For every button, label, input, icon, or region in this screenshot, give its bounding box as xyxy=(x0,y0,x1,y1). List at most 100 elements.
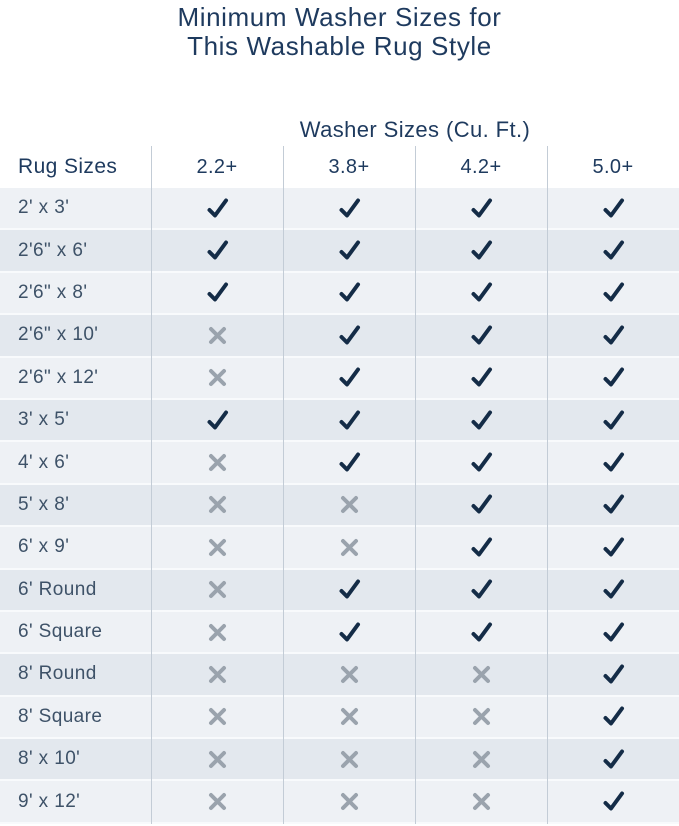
check-icon xyxy=(603,198,624,218)
cross-icon xyxy=(340,538,358,556)
column-header-4-2: 4.2+ xyxy=(460,155,502,178)
washer-fit-cell xyxy=(415,781,547,821)
check-icon xyxy=(207,410,228,430)
washer-fit-cell xyxy=(415,315,547,355)
table-row: 2'6" x 10' xyxy=(0,315,679,358)
check-icon xyxy=(603,452,624,472)
table-row: 2' x 3' xyxy=(0,188,679,231)
washer-fit-cell xyxy=(547,188,679,228)
cross-icon xyxy=(472,708,490,726)
table-row: 8' Square xyxy=(0,696,679,740)
column-separator xyxy=(151,146,152,824)
washer-fit-cell xyxy=(283,781,415,821)
washer-fit-cell xyxy=(415,612,547,652)
rug-size-label: 5' x 8' xyxy=(18,493,70,515)
check-icon xyxy=(603,240,624,260)
washer-fit-cell xyxy=(283,612,415,652)
table-row: 3' x 5' xyxy=(0,399,679,443)
check-icon xyxy=(471,282,492,302)
cross-icon xyxy=(340,496,358,514)
washer-fit-cell xyxy=(283,358,415,398)
page-title-line1: Minimum Washer Sizes for xyxy=(177,2,502,32)
washer-fit-cell xyxy=(283,485,415,525)
washer-fit-cell xyxy=(547,781,679,821)
washer-fit-cell xyxy=(415,273,547,313)
check-icon xyxy=(603,282,624,302)
washer-fit-cell xyxy=(415,485,547,525)
column-header-3-8: 3.8+ xyxy=(328,155,370,178)
washer-fit-cell xyxy=(415,527,547,567)
washer-fit-cell xyxy=(283,442,415,482)
cross-icon xyxy=(208,750,226,768)
cross-icon xyxy=(208,326,226,344)
washer-fit-cell xyxy=(547,485,679,525)
check-icon xyxy=(339,622,360,642)
washer-fit-cell xyxy=(415,739,547,779)
washer-fit-cell xyxy=(151,442,283,482)
cross-icon xyxy=(208,581,226,599)
washer-fit-cell xyxy=(547,358,679,398)
table-row: 6' Square xyxy=(0,611,679,655)
check-icon xyxy=(339,240,360,260)
table-row: 8' Round xyxy=(0,654,679,697)
rug-size-label: 8' x 10' xyxy=(18,748,81,770)
washer-fit-cell xyxy=(415,570,547,610)
rug-size-label: 3' x 5' xyxy=(18,409,70,431)
table-rows: 2' x 3' 2'6" x 6' 2'6" x 8' 2'6" x 10' 2'6" … xyxy=(0,188,679,824)
check-icon xyxy=(339,198,360,218)
washer-fit-cell xyxy=(547,654,679,694)
check-icon xyxy=(603,706,624,726)
cross-icon xyxy=(472,665,490,683)
washer-fit-cell xyxy=(547,230,679,270)
washer-fit-cell xyxy=(283,570,415,610)
cross-icon xyxy=(208,538,226,556)
cross-icon xyxy=(340,750,358,768)
rug-size-label: 2' x 3' xyxy=(18,197,70,219)
cross-icon xyxy=(340,665,358,683)
washer-fit-cell xyxy=(547,315,679,355)
table-row: 2'6" x 12' xyxy=(0,357,679,400)
column-header-2-2: 2.2+ xyxy=(196,155,238,178)
washer-fit-cell xyxy=(283,654,415,694)
cross-icon xyxy=(208,369,226,387)
table-row: 9' x 12' xyxy=(0,781,679,824)
washer-fit-cell xyxy=(151,612,283,652)
check-icon xyxy=(603,622,624,642)
check-icon xyxy=(339,282,360,302)
washer-fit-cell xyxy=(283,188,415,228)
washer-fit-cell xyxy=(151,570,283,610)
page-title-line2: This Washable Rug Style xyxy=(187,31,492,61)
washer-fit-cell xyxy=(415,358,547,398)
washer-size-table: Rug Sizes 2.2+ 3.8+ 4.2+ 5.0+ 2' x 3' 2'6… xyxy=(0,146,679,824)
table-header-row: Rug Sizes 2.2+ 3.8+ 4.2+ 5.0+ xyxy=(0,146,679,188)
washer-fit-cell xyxy=(547,273,679,313)
check-icon xyxy=(339,579,360,599)
washer-fit-cell xyxy=(547,570,679,610)
check-icon xyxy=(339,452,360,472)
washer-fit-cell xyxy=(151,358,283,398)
washer-fit-cell xyxy=(283,739,415,779)
table-row: 4' x 6' xyxy=(0,442,679,485)
cross-icon xyxy=(208,496,226,514)
cross-icon xyxy=(208,623,226,641)
rug-size-label: 2'6" x 6' xyxy=(18,239,88,261)
washer-fit-cell xyxy=(151,654,283,694)
check-icon xyxy=(471,325,492,345)
check-icon xyxy=(471,622,492,642)
cross-icon xyxy=(340,708,358,726)
table-row: 5' x 8' xyxy=(0,484,679,528)
washer-fit-cell xyxy=(547,400,679,440)
cross-icon xyxy=(340,793,358,811)
table-row: 2'6" x 6' xyxy=(0,230,679,273)
washer-fit-cell xyxy=(151,739,283,779)
check-icon xyxy=(603,537,624,557)
washer-fit-cell xyxy=(415,442,547,482)
rug-size-label: 8' Square xyxy=(18,705,103,727)
washer-fit-cell xyxy=(283,230,415,270)
column-header-5-0: 5.0+ xyxy=(592,155,634,178)
check-icon xyxy=(471,198,492,218)
rug-size-label: 4' x 6' xyxy=(18,451,70,473)
washer-fit-cell xyxy=(283,527,415,567)
washer-fit-cell xyxy=(151,400,283,440)
rug-size-label: 6' x 9' xyxy=(18,536,70,558)
